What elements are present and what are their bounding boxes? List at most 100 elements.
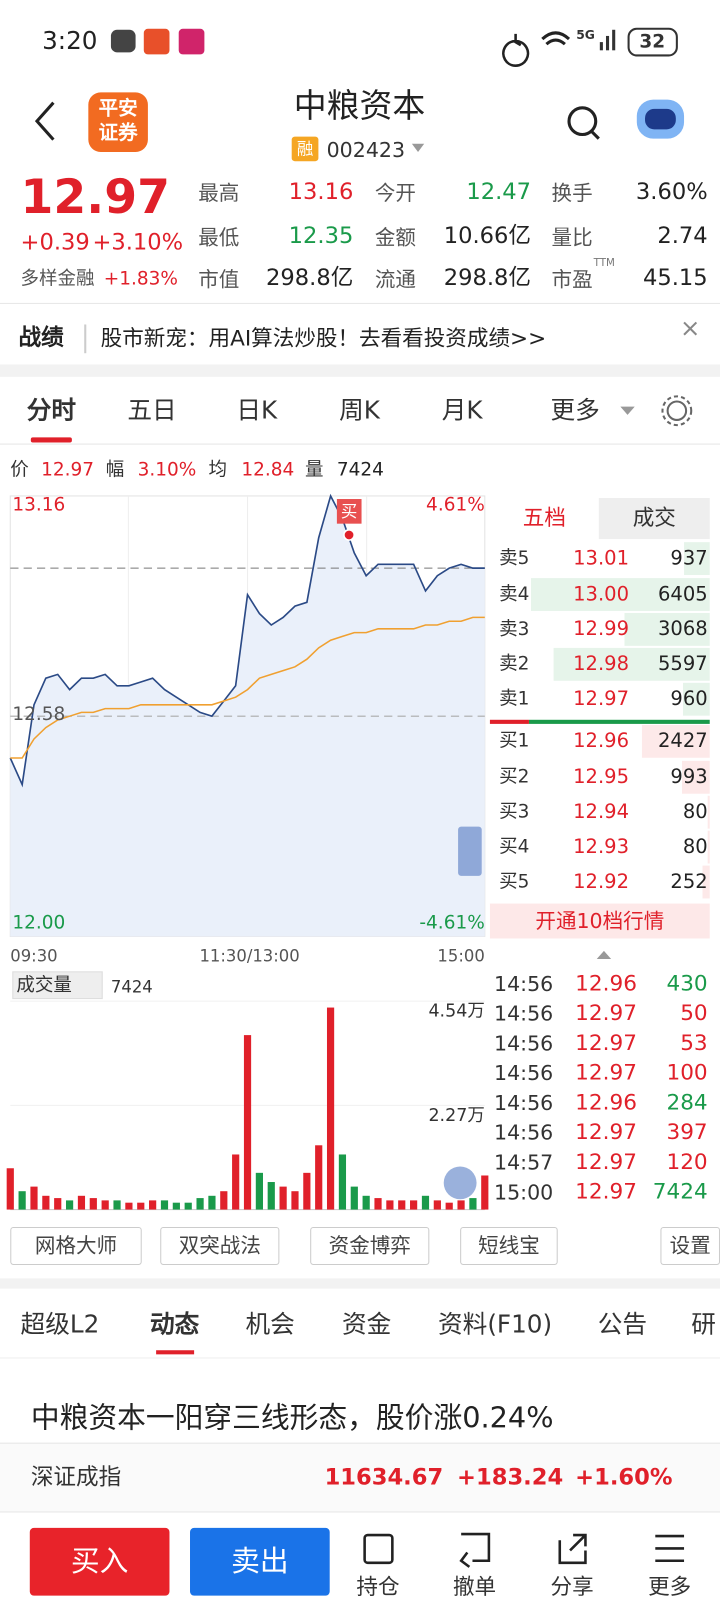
label: 均: [208, 459, 227, 481]
headline[interactable]: 中粮资本一阳穿三线形态，股价涨0.24%: [30, 1400, 554, 1435]
buy-button[interactable]: [29, 1527, 170, 1596]
icon: [363, 1533, 394, 1565]
tab[interactable]: 动态: [149, 1309, 200, 1339]
volume-bar: [160, 1200, 169, 1210]
volume-bar: [374, 1198, 382, 1210]
close-icon[interactable]: [683, 321, 698, 336]
label: 12.97: [575, 1060, 637, 1085]
y2-tick-label: -4.61%: [419, 912, 485, 934]
label: 3068: [658, 617, 708, 641]
volume-bar: [196, 1198, 204, 1210]
label: 53: [680, 1030, 708, 1055]
tool-button[interactable]: [460, 1227, 558, 1266]
tab[interactable]: 五日: [127, 395, 177, 425]
tool[interactable]: 短线宝: [478, 1233, 540, 1258]
back-icon[interactable]: [34, 101, 55, 141]
tab[interactable]: 周K: [339, 395, 380, 425]
label: +3.10%: [92, 229, 184, 256]
label: +1.83%: [103, 268, 178, 290]
action[interactable]: 持仓: [356, 1574, 400, 1600]
upgrade[interactable]: [489, 903, 710, 939]
tool-button[interactable]: [160, 1227, 280, 1266]
depth-bar: [707, 830, 710, 864]
label: TTM: [593, 257, 615, 270]
sell-button[interactable]: [190, 1527, 330, 1596]
label: 2427: [658, 729, 708, 753]
label: 量比: [551, 224, 593, 250]
label: 993: [670, 765, 708, 789]
label: 12.99: [573, 617, 630, 641]
label: 3.60%: [635, 179, 708, 206]
label: 金额: [374, 224, 416, 250]
x-tick-label: 09:30: [10, 946, 58, 966]
y2-tick-label: 4.61%: [426, 494, 485, 516]
tab-indicator: [30, 437, 72, 443]
settings-gear: [661, 395, 693, 427]
label: 买2: [499, 766, 530, 788]
depth-bar: [682, 760, 710, 794]
tab[interactable]: 资料(F10): [438, 1309, 553, 1339]
tab[interactable]: 研: [691, 1309, 716, 1339]
tab[interactable]: 分时: [26, 395, 77, 425]
label: 45.15: [642, 265, 708, 292]
tool[interactable]: 网格大师: [34, 1233, 118, 1258]
average-line: [10, 616, 485, 759]
label: 市值: [198, 266, 240, 292]
y-tick-label: 2.27万: [428, 1105, 485, 1126]
label: 12.94: [573, 800, 630, 824]
tab[interactable]: 机会: [245, 1309, 295, 1339]
label: 深证成指: [30, 1465, 122, 1491]
volume-bar: [279, 1186, 287, 1210]
depth-bar: [624, 612, 710, 646]
volume-bar: [113, 1200, 121, 1210]
scroll-button[interactable]: [458, 826, 482, 876]
tool-button[interactable]: [660, 1227, 720, 1266]
volume-bar: [125, 1202, 133, 1210]
depth-bar: [642, 724, 710, 758]
settings-icon[interactable]: [666, 400, 688, 421]
volume-bar: [338, 1154, 347, 1210]
volume-bar: [469, 1198, 477, 1210]
label: 最低: [198, 224, 240, 250]
label: 流通: [374, 266, 416, 292]
gap: [0, 1278, 720, 1289]
tab[interactable]: 公告: [597, 1309, 648, 1339]
app-icon: [110, 29, 136, 53]
tab[interactable]: 成交: [632, 505, 676, 531]
buy[interactable]: 买入: [70, 1544, 129, 1579]
action[interactable]: 更多: [648, 1574, 692, 1600]
label: 2.74: [657, 223, 708, 250]
tool[interactable]: 设置: [669, 1233, 711, 1258]
volume-bar: [77, 1195, 86, 1210]
action[interactable]: 分享: [550, 1574, 594, 1600]
signal: [605, 35, 610, 51]
tab[interactable]: 五档: [522, 505, 566, 531]
ob-tab[interactable]: [598, 497, 710, 540]
tab[interactable]: 资金: [342, 1309, 392, 1339]
depth-bar: [682, 682, 710, 716]
tool[interactable]: 双突战法: [178, 1233, 261, 1258]
tab[interactable]: 更多: [550, 395, 600, 425]
tab[interactable]: 日K: [236, 395, 278, 425]
banner-link[interactable]: 股市新宠：用AI算法炒股！去看看投资成绩>>: [100, 325, 547, 351]
search-icon[interactable]: [567, 106, 598, 137]
label: 10.66亿: [443, 223, 532, 250]
label: 12.97: [575, 1149, 637, 1175]
search-handle: [590, 130, 600, 140]
label: +1.60%: [575, 1465, 673, 1491]
upgrade[interactable]: 开通10档行情: [535, 908, 665, 934]
sell[interactable]: 卖出: [231, 1544, 289, 1579]
label: 937: [670, 546, 708, 570]
volume-bar: [362, 1195, 370, 1210]
tool[interactable]: 资金博弈: [328, 1233, 411, 1258]
tab[interactable]: 超级L2: [20, 1309, 100, 1339]
depth-bar: [683, 542, 710, 576]
divider: [84, 324, 87, 354]
action[interactable]: 撤单: [452, 1574, 497, 1600]
tool-button[interactable]: [310, 1227, 430, 1266]
buy-marker-text: 买: [340, 501, 358, 522]
tab[interactable]: 月K: [441, 395, 483, 425]
label: 市盈: [551, 266, 593, 292]
tool-button[interactable]: [10, 1227, 142, 1266]
